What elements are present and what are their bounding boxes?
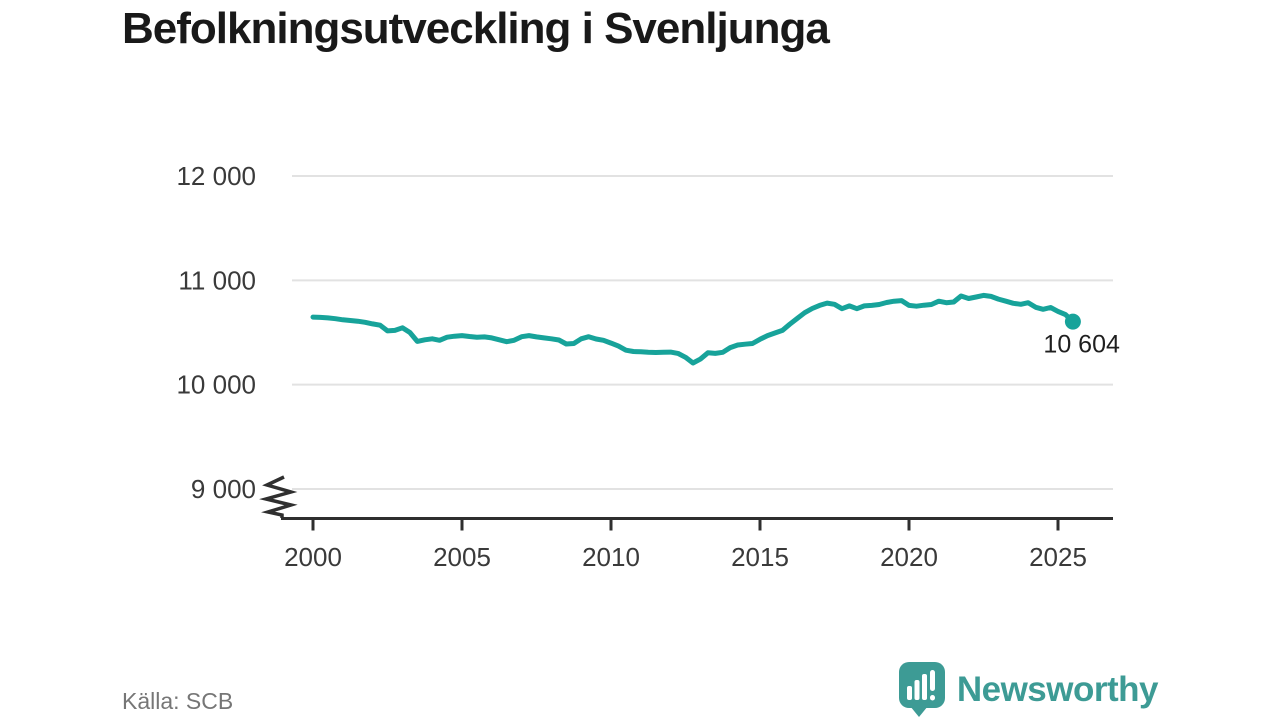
x-tick-label: 2000 [284, 542, 342, 572]
x-tick-label: 2015 [731, 542, 789, 572]
newsworthy-logo: Newsworthy [898, 662, 1159, 718]
y-tick-label: 10 000 [176, 370, 256, 400]
population-line [310, 292, 1076, 366]
newsworthy-wordmark: Newsworthy [956, 670, 1159, 709]
y-tick-label: 9 000 [191, 474, 256, 504]
last-value-label: 10 604 [1043, 331, 1120, 359]
x-tick-label: 2025 [1029, 542, 1087, 572]
chart-title: Befolkningsutveckling i Svenljunga [122, 4, 830, 53]
y-tick-label: 11 000 [178, 265, 256, 295]
axis-break-icon [259, 475, 298, 518]
newsworthy-bubble-chart-icon [898, 662, 945, 717]
x-tick-label: 2005 [433, 542, 491, 572]
last-point-marker [1064, 313, 1081, 330]
x-tick-label: 2020 [880, 542, 938, 572]
source-label: Källa: SCB [122, 688, 234, 714]
y-tick-label: 12 000 [176, 161, 256, 191]
x-tick-label: 2010 [582, 542, 640, 572]
